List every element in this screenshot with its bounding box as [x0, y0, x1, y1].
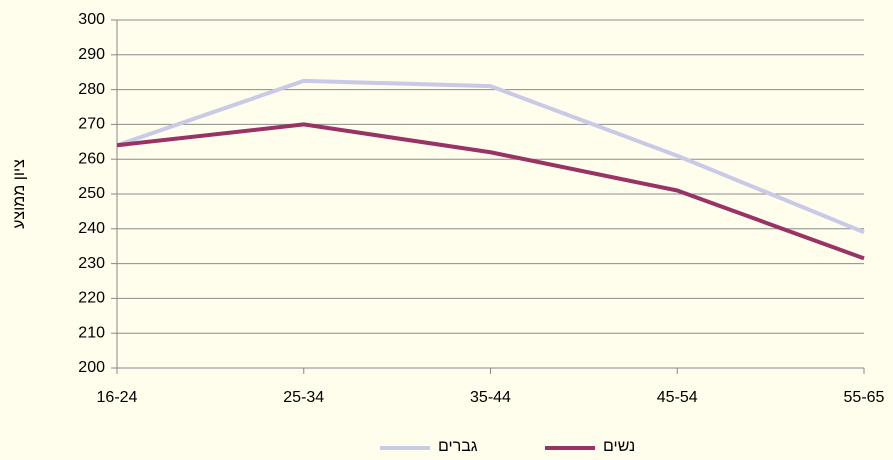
y-tick-label: 240 — [78, 220, 105, 237]
y-tick-label: 250 — [78, 185, 105, 202]
y-tick-label: 220 — [78, 290, 105, 307]
y-tick-label: 280 — [78, 81, 105, 98]
y-tick-label: 210 — [78, 324, 105, 341]
y-axis-label: ציון ממוצע — [11, 159, 28, 229]
legend-label: נשים — [603, 438, 635, 455]
series-line — [116, 78, 865, 235]
legend-label: גברים — [438, 438, 478, 455]
y-tick-label: 230 — [78, 255, 105, 272]
y-tick-label: 290 — [78, 46, 105, 63]
x-tick-label: 25-34 — [283, 389, 324, 406]
y-tick-label: 260 — [78, 150, 105, 167]
series-line — [116, 122, 865, 261]
y-tick-label: 270 — [78, 116, 105, 133]
y-tick-label: 300 — [78, 11, 105, 28]
x-tick-label: 55-65 — [844, 389, 885, 406]
x-tick-label: 35-44 — [470, 389, 511, 406]
x-tick-label: 45-54 — [657, 389, 698, 406]
y-tick-label: 200 — [78, 359, 105, 376]
x-tick-label: 16-24 — [97, 389, 138, 406]
